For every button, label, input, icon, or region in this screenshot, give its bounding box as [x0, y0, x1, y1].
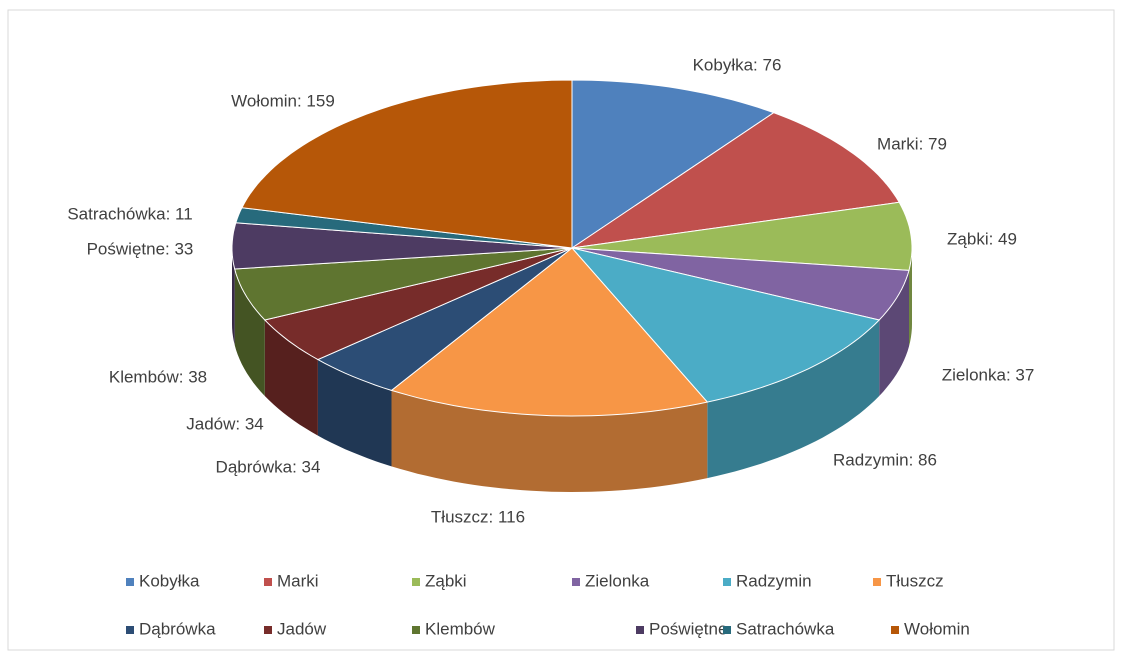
pie-side [234, 269, 265, 396]
pie-slice [571, 247, 910, 321]
data-label: Klembów: 38 [109, 367, 207, 386]
pie-side [232, 248, 235, 345]
legend-swatch [723, 578, 731, 586]
data-label: Zielonka: 37 [942, 365, 1035, 384]
pie-side [707, 320, 880, 479]
legend-label: Radzymin [736, 571, 812, 590]
legend-label: Dąbrówka [139, 619, 216, 638]
pie-slice [231, 222, 573, 270]
data-label: Kobyłka: 76 [693, 55, 782, 74]
data-label: Radzymin: 86 [833, 450, 937, 469]
pie-slice [316, 247, 573, 391]
data-label: Ząbki: 49 [947, 229, 1017, 248]
pie-slice [571, 79, 775, 249]
legend-swatch [572, 578, 580, 586]
legend-swatch [723, 626, 731, 634]
legend-swatch [126, 578, 134, 586]
data-label: Jadów: 34 [186, 414, 264, 433]
legend-label: Jadów [277, 619, 327, 638]
data-label: Tłuszcz: 116 [431, 507, 525, 526]
pie-slice [390, 247, 709, 417]
pie-slice [263, 247, 573, 361]
pie-side [879, 270, 909, 396]
pie-slice [570, 247, 881, 403]
legend-swatch [264, 626, 272, 634]
legend-swatch [891, 626, 899, 634]
legend-swatch [412, 626, 420, 634]
legend-swatch [412, 578, 420, 586]
legend-label: Tłuszcz [886, 571, 944, 590]
pie-side [264, 320, 318, 436]
legend-label: Marki [277, 571, 319, 590]
legend-label: Wołomin [904, 619, 970, 638]
legend-swatch [126, 626, 134, 634]
legend-label: Zielonka [585, 571, 650, 590]
legend-swatch [873, 578, 881, 586]
pie-slice [234, 247, 573, 321]
legend-label: Ząbki [425, 571, 467, 590]
pie-slice [241, 79, 573, 249]
data-label: Poświętne: 33 [87, 239, 194, 258]
legend-label: Satrachówka [736, 619, 835, 638]
data-label: Wołomin: 159 [231, 91, 335, 110]
data-label: Marki: 79 [877, 134, 947, 153]
legend-swatch [264, 578, 272, 586]
pie-side [909, 248, 912, 347]
legend-label: Kobyłka [139, 571, 200, 590]
data-label: Dąbrówka: 34 [216, 457, 321, 476]
legend-swatch [636, 626, 644, 634]
pie-side [391, 390, 708, 492]
pie-side [317, 359, 392, 467]
data-label: Satrachówka: 11 [67, 204, 192, 223]
legend-label: Klembów [425, 619, 496, 638]
pie-slice [571, 112, 901, 249]
legend-label: Poświętne [649, 619, 727, 638]
